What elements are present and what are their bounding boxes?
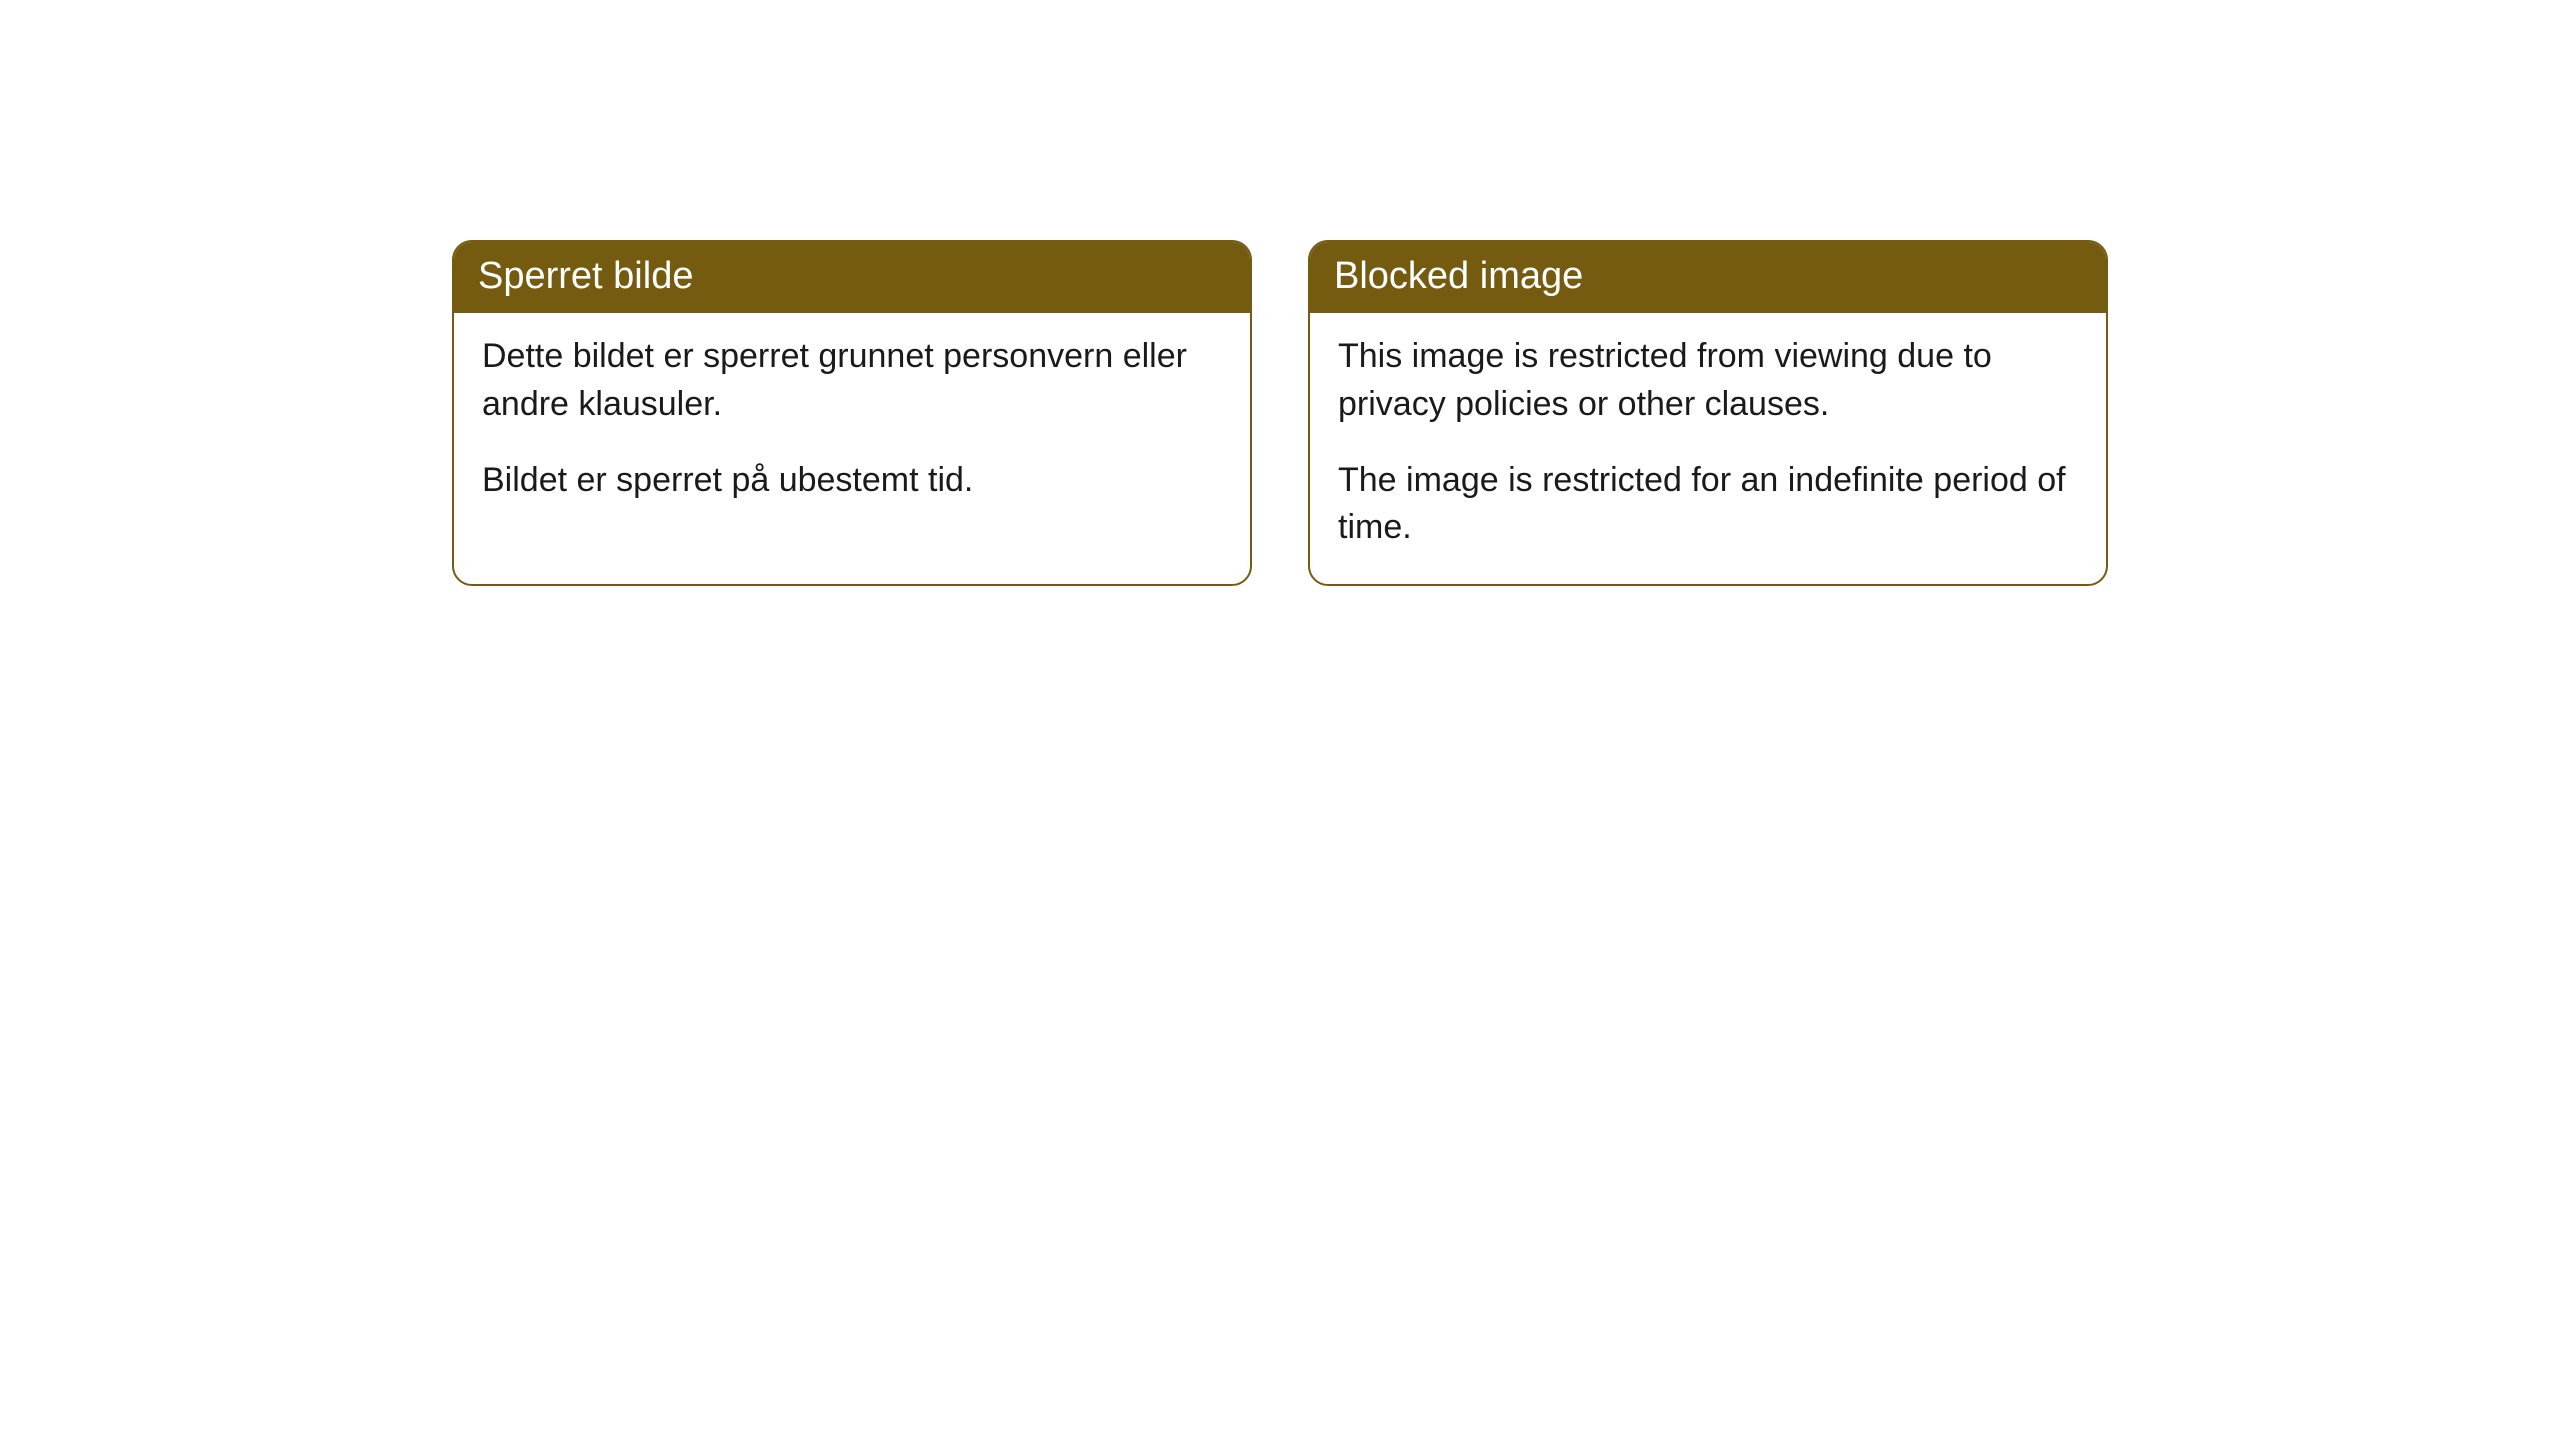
card-paragraph-en-2: The image is restricted for an indefinit… (1338, 457, 2078, 552)
blocked-image-card-en: Blocked image This image is restricted f… (1308, 240, 2108, 586)
card-paragraph-en-1: This image is restricted from viewing du… (1338, 333, 2078, 428)
card-header-no: Sperret bilde (454, 242, 1250, 313)
card-paragraph-no-1: Dette bildet er sperret grunnet personve… (482, 333, 1222, 428)
blocked-image-card-no: Sperret bilde Dette bildet er sperret gr… (452, 240, 1252, 586)
card-body-en: This image is restricted from viewing du… (1310, 313, 2106, 583)
card-paragraph-no-2: Bildet er sperret på ubestemt tid. (482, 457, 1222, 505)
card-header-en: Blocked image (1310, 242, 2106, 313)
card-body-no: Dette bildet er sperret grunnet personve… (454, 313, 1250, 536)
notice-container: Sperret bilde Dette bildet er sperret gr… (0, 240, 2560, 586)
